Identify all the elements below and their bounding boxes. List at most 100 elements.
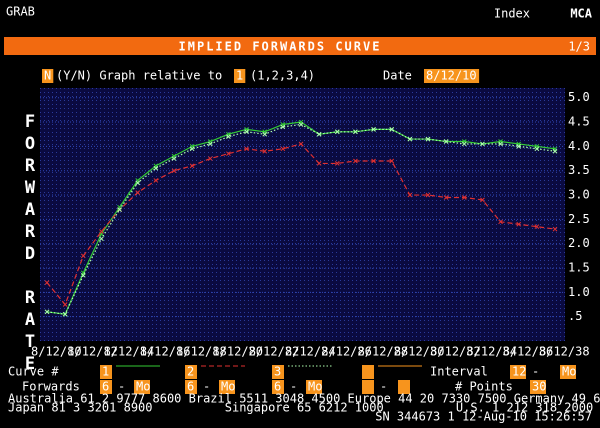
plot-area xyxy=(40,88,565,341)
forward-unit: Mo xyxy=(136,380,150,394)
y-tick-label: 1.5 xyxy=(568,261,590,275)
x-tick-label: 8/12/20 xyxy=(212,345,263,359)
curve-number: 2 xyxy=(187,365,194,379)
point-marker xyxy=(62,311,68,317)
forward-unit-box xyxy=(219,380,235,394)
x-tick-label: 8/12/24 xyxy=(285,345,336,359)
x-tick-label: 8/12/14 xyxy=(104,345,155,359)
point-marker xyxy=(425,136,431,142)
y-tick-label: 1.0 xyxy=(568,285,590,299)
interval-box xyxy=(510,365,526,379)
point-marker xyxy=(353,158,358,164)
points: 30 xyxy=(532,380,546,394)
header-prefix: Index xyxy=(494,7,530,21)
forward-unit: Mo xyxy=(308,380,322,394)
point-marker xyxy=(262,131,268,137)
point-marker xyxy=(189,163,195,169)
footer-line: Australia 61 2 9777 8600 Brazil 5511 304… xyxy=(8,392,600,406)
point-marker xyxy=(189,146,195,152)
point-marker xyxy=(443,139,449,144)
point-marker xyxy=(207,156,213,161)
forwards-label: Forwards xyxy=(22,380,80,394)
point-marker xyxy=(80,272,86,278)
curve-number-box xyxy=(272,365,284,379)
y-tick-label: 4.0 xyxy=(568,139,590,153)
x-tick-label: 8/12/16 xyxy=(140,345,191,359)
y-tick-label: 2.5 xyxy=(568,212,590,226)
x-tick-label: 8/12/28 xyxy=(358,345,409,359)
forward-value: 6 xyxy=(102,380,109,394)
date-label: Date xyxy=(383,69,412,83)
point-marker xyxy=(280,124,286,130)
point-marker xyxy=(516,144,522,149)
relative-flag: N xyxy=(44,69,51,83)
point-marker xyxy=(135,190,141,195)
series-line xyxy=(46,123,556,315)
x-tick-label: 8/12/12 xyxy=(67,345,118,359)
relative-choices: (1,2,3,4) xyxy=(250,69,315,83)
interval: 12 xyxy=(512,365,526,379)
page-number: 1/3 xyxy=(568,40,590,54)
point-marker xyxy=(389,127,395,132)
forward-value: 6 xyxy=(274,380,281,394)
points-label: # Points xyxy=(455,380,513,394)
y-tick-label: .5 xyxy=(568,309,582,323)
curve-number: 1 xyxy=(102,365,109,379)
forward-value-box xyxy=(100,380,112,394)
relative-flag-box xyxy=(42,69,54,83)
forward-empty-box xyxy=(362,380,374,394)
point-marker xyxy=(552,148,558,154)
point-marker xyxy=(461,141,467,147)
x-tick-label: 8/12/32 xyxy=(430,345,481,359)
forward-unit-box xyxy=(134,380,150,394)
point-marker xyxy=(99,229,104,234)
interval-label: Interval xyxy=(430,365,488,379)
relative-curve-box xyxy=(234,69,246,83)
point-marker xyxy=(62,302,68,307)
point-marker xyxy=(480,141,485,147)
forward-empty-box xyxy=(398,380,410,394)
y-tick-label: 4.5 xyxy=(568,115,590,129)
title: IMPLIED FORWARDS CURVE xyxy=(179,40,382,54)
x-tick-label: 8/12/36 xyxy=(503,345,554,359)
point-marker xyxy=(552,226,558,232)
footer-line: SN 344673 1 12-Aug-10 15:26:57 xyxy=(375,410,592,424)
point-marker xyxy=(334,129,340,135)
dash: - xyxy=(380,380,387,394)
point-marker xyxy=(226,151,231,157)
point-marker xyxy=(407,192,413,198)
date-box xyxy=(424,69,480,83)
point-marker xyxy=(516,221,522,227)
points-box xyxy=(530,380,546,394)
point-marker xyxy=(171,168,177,174)
point-marker xyxy=(226,134,231,140)
point-marker xyxy=(117,207,122,212)
y-tick-label: 2.0 xyxy=(568,236,590,250)
curve-label: Curve # xyxy=(8,365,59,379)
forward-value: 6 xyxy=(187,380,194,394)
dash: - xyxy=(118,380,125,394)
x-tick-label: 8/12/38 xyxy=(539,345,590,359)
point-marker xyxy=(244,129,249,135)
point-marker xyxy=(498,141,503,147)
point-marker xyxy=(171,156,177,161)
point-marker xyxy=(44,280,50,285)
point-marker xyxy=(498,219,503,225)
curve-number: 3 xyxy=(274,365,281,379)
point-marker xyxy=(334,161,340,166)
point-marker xyxy=(244,146,249,152)
title-bar xyxy=(4,37,596,55)
point-marker xyxy=(371,158,376,164)
date: 8/12/10 xyxy=(426,69,477,83)
header-left: GRAB xyxy=(6,5,35,19)
point-marker xyxy=(298,122,304,127)
y-tick-label: 3.5 xyxy=(568,163,590,177)
forward-value-box xyxy=(272,380,284,394)
x-tick-label: 8/12/22 xyxy=(249,345,300,359)
dash: - xyxy=(290,380,297,394)
curve-empty-box xyxy=(362,365,374,379)
point-marker xyxy=(371,127,376,132)
point-marker xyxy=(425,192,431,198)
interval-unit: Mo xyxy=(562,365,576,379)
